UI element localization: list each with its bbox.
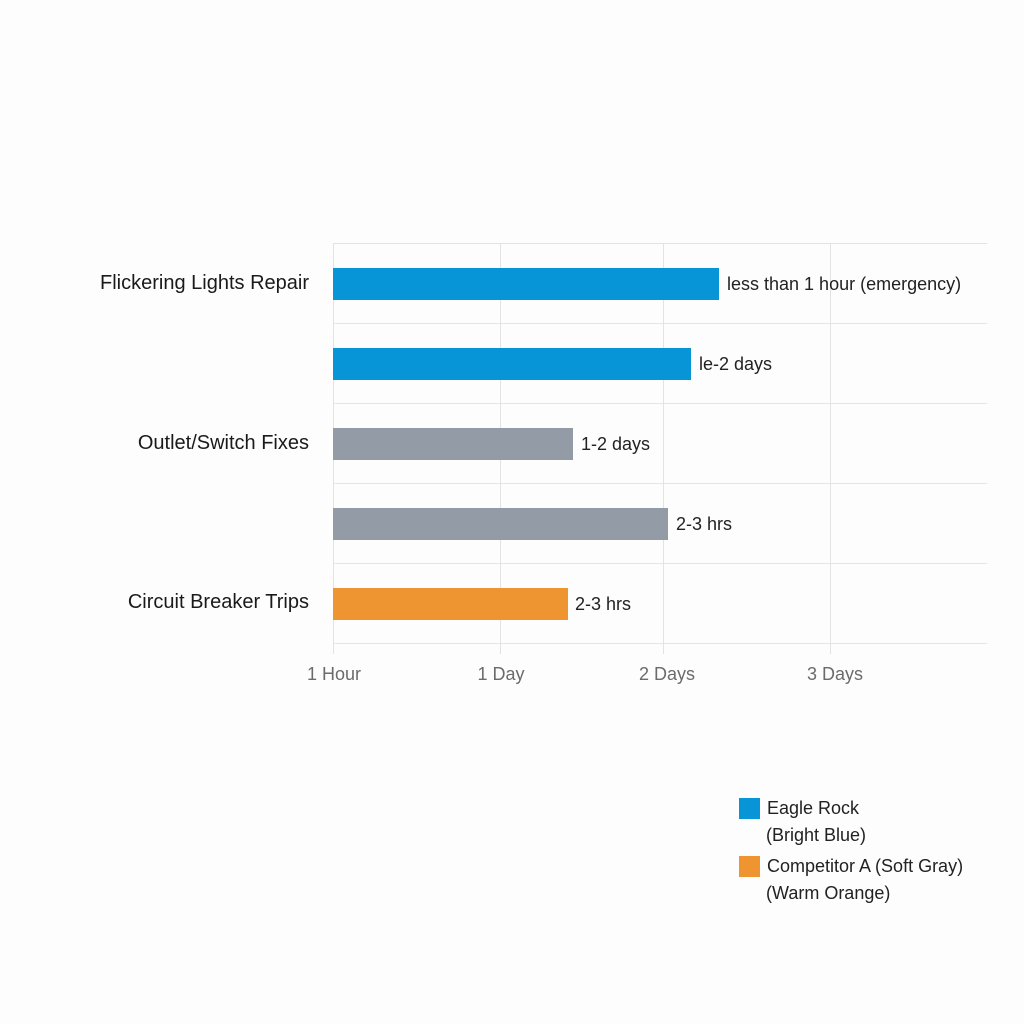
legend-item-competitor-a: Competitor A (Soft Gray) <box>739 854 963 878</box>
bar-eagle-rock-row2 <box>333 348 691 380</box>
gridline-horizontal <box>333 643 987 644</box>
legend-label: Competitor A (Soft Gray) <box>767 855 964 876</box>
category-label-outlet-switch: Outlet/Switch Fixes <box>137 432 309 454</box>
bar-value-label: 1-2 days <box>581 434 651 454</box>
x-tick-1-hour: 1 Hour <box>306 664 362 684</box>
bar-competitor-row4 <box>333 508 668 540</box>
bar-value-label: less than 1 hour (emergency) <box>727 274 962 294</box>
x-tick-2-days: 2 Days <box>638 664 696 684</box>
legend-swatch-blue <box>739 797 760 819</box>
x-tick-3-days: 3 Days <box>806 664 864 684</box>
bar-eagle-rock-flickering-lights <box>333 268 719 300</box>
legend-sublabel: (Bright Blue) <box>766 825 867 845</box>
legend-item-eagle-rock: Eagle Rock <box>739 796 963 820</box>
legend-label: Eagle Rock <box>767 797 860 818</box>
gridline-vertical-2-days <box>663 244 664 654</box>
bar-value-label: 2-3 hrs <box>575 594 632 614</box>
category-label-circuit-breaker: Circuit Breaker Trips <box>127 591 309 613</box>
x-tick-1-day: 1 Day <box>477 664 525 684</box>
bar-value-label: 2-3 hrs <box>676 514 733 534</box>
bar-competitor-outlet-switch <box>333 428 573 460</box>
legend-sublabel: (Warm Orange) <box>766 883 891 903</box>
plot-area: less than 1 hour (emergency) le-2 days 1… <box>333 243 987 654</box>
gridline-vertical-3-days <box>830 244 831 654</box>
legend: Eagle Rock (Bright Blue) Competitor A (S… <box>739 796 963 912</box>
gridline-horizontal <box>333 403 987 404</box>
bar-orange-circuit-breaker <box>333 588 568 620</box>
legend-swatch-orange <box>739 855 760 877</box>
gridline-horizontal <box>333 483 987 484</box>
category-label-flickering-lights: Flickering Lights Repair <box>100 272 309 294</box>
bar-value-label: le-2 days <box>699 354 773 374</box>
gridline-horizontal <box>333 563 987 564</box>
gridline-horizontal <box>333 323 987 324</box>
